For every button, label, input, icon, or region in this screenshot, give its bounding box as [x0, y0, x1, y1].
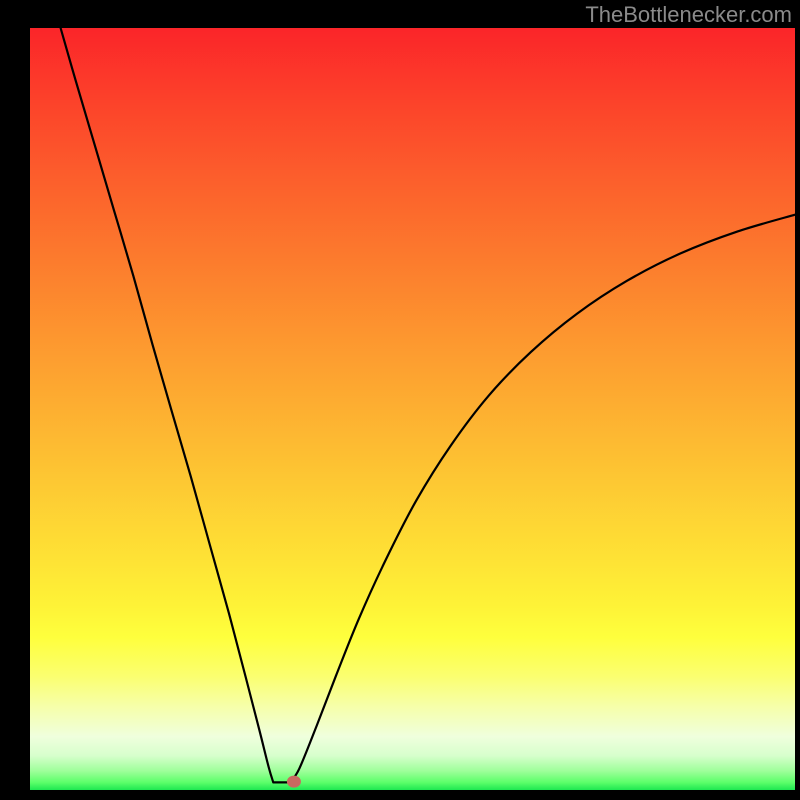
optimal-point-marker: [287, 776, 301, 788]
plot-background: [30, 28, 795, 790]
chart-container: TheBottlenecker.com: [0, 0, 800, 800]
chart-svg: [0, 0, 800, 800]
watermark-text: TheBottlenecker.com: [585, 2, 792, 28]
